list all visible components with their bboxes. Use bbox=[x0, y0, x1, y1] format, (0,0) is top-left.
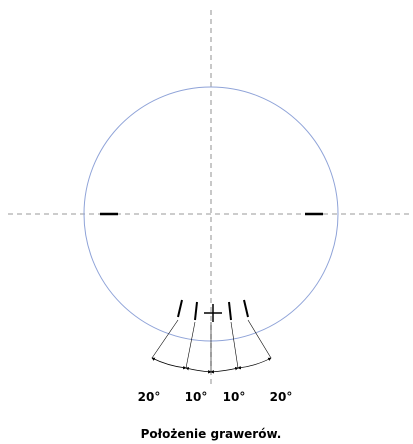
leader-lines bbox=[151, 319, 272, 372]
angle-label: 10° bbox=[223, 390, 246, 404]
angle-label: 10° bbox=[185, 390, 208, 404]
angle-label: 20° bbox=[138, 390, 161, 404]
plus bbox=[204, 304, 222, 322]
angle-label: 20° bbox=[270, 390, 293, 404]
angle-arcs bbox=[151, 357, 272, 374]
caption: Położenie grawerów. bbox=[141, 427, 282, 441]
engravings bbox=[177, 299, 249, 321]
